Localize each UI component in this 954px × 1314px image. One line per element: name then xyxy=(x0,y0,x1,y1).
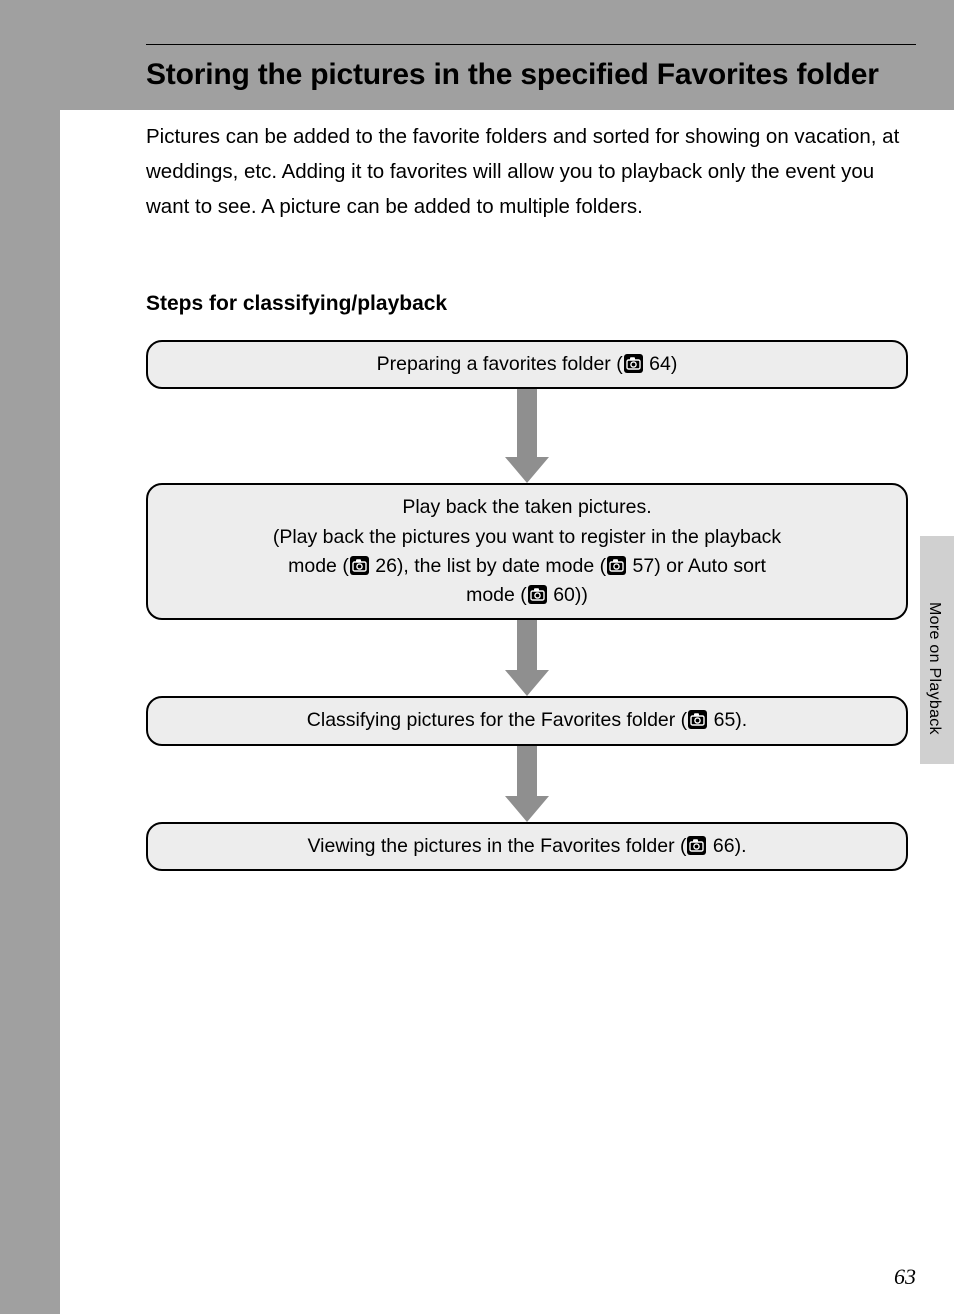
flow-step: Viewing the pictures in the Favorites fo… xyxy=(146,822,908,871)
flow-step: Preparing a favorites folder ( 64) xyxy=(146,340,908,389)
flow-arrow xyxy=(146,746,908,796)
page-title: Storing the pictures in the specified Fa… xyxy=(146,58,916,92)
flowchart: Preparing a favorites folder ( 64) Play b… xyxy=(146,340,908,871)
page-number: 63 xyxy=(894,1264,916,1290)
flow-arrow-head xyxy=(146,796,908,822)
flow-arrow xyxy=(146,620,908,670)
flow-arrow-head xyxy=(146,670,908,696)
page-ref-icon xyxy=(624,354,643,373)
page-ref-icon xyxy=(607,556,626,575)
page-ref-icon xyxy=(687,836,706,855)
intro-paragraph: Pictures can be added to the favorite fo… xyxy=(146,120,916,225)
flow-step: Classifying pictures for the Favorites f… xyxy=(146,696,908,745)
side-tab-label: More on Playback xyxy=(925,602,943,735)
flow-arrow-head xyxy=(146,457,908,483)
header-rule xyxy=(146,44,916,45)
page-ref-icon xyxy=(350,556,369,575)
flow-step: Play back the taken pictures.(Play back … xyxy=(146,483,908,620)
steps-heading: Steps for classifying/playback xyxy=(146,292,447,316)
header-gray-band xyxy=(0,0,954,110)
page-container: Storing the pictures in the specified Fa… xyxy=(60,0,954,1314)
page-ref-icon xyxy=(688,710,707,729)
page-ref-icon xyxy=(528,585,547,604)
flow-arrow xyxy=(146,389,908,457)
